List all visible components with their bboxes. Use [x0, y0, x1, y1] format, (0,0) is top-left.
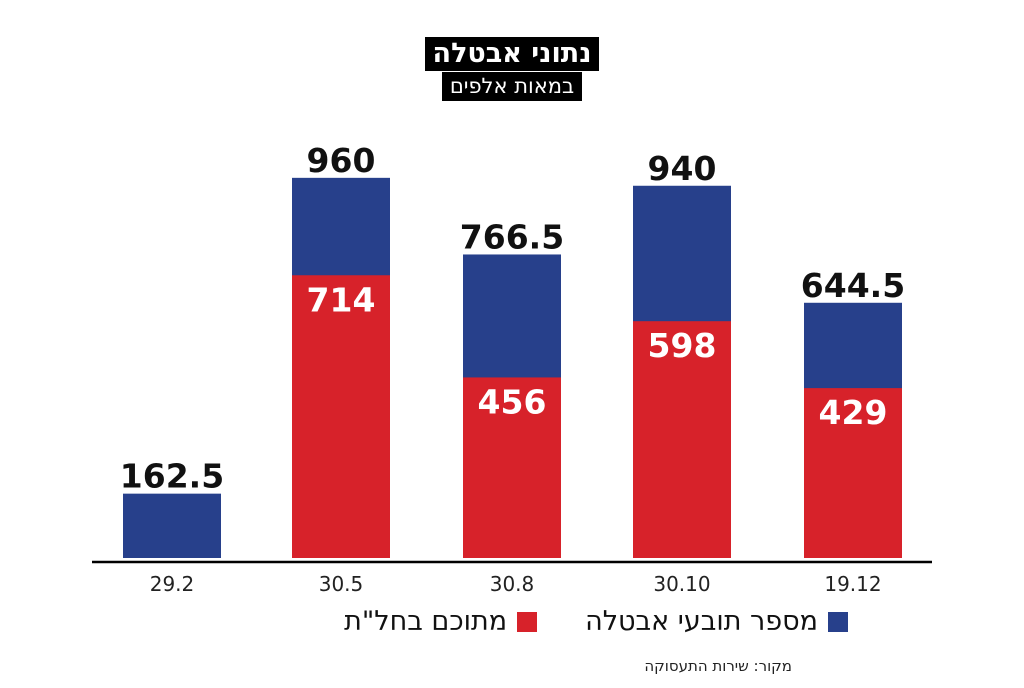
legend: מספר תובעי אבטלה מתוכם בחל"ת	[308, 606, 848, 637]
total-label-19.12: 644.5	[801, 266, 905, 305]
x-tick-label-30.8: 30.8	[490, 572, 535, 596]
legend-item-claimants: מספר תובעי אבטלה	[585, 606, 848, 637]
legend-item-furlough: מתוכם בחל"ת	[344, 606, 538, 637]
inner-label-19.12: 429	[819, 393, 888, 432]
total-label-30.5: 960	[307, 141, 376, 180]
total-label-29.2: 162.5	[120, 457, 224, 496]
legend-label-claimants: מספר תובעי אבטלה	[585, 606, 818, 637]
legend-label-furlough: מתוכם בחל"ת	[344, 606, 508, 637]
x-tick-label-29.2: 29.2	[150, 572, 195, 596]
inner-label-30.10: 598	[648, 326, 717, 365]
legend-swatch-red	[517, 611, 538, 632]
x-tick-label-30.10: 30.10	[653, 572, 710, 596]
inner-label-30.5: 714	[307, 280, 376, 319]
legend-swatch-blue	[828, 611, 848, 632]
chart-title: נתוני אבטלה	[424, 37, 600, 71]
x-tick-label-30.5: 30.5	[319, 572, 364, 596]
bar-furlough-30.10	[633, 321, 731, 558]
bar-furlough-30.8	[463, 377, 561, 558]
bar-furlough-30.5	[292, 275, 390, 558]
inner-label-30.8: 456	[478, 382, 547, 421]
x-tick-label-19.12: 19.12	[824, 572, 881, 596]
source-note: מקור: שירות התעסוקה	[644, 657, 792, 675]
bar-furlough-19.12	[804, 388, 902, 558]
chart-subtitle: במאות אלפים	[441, 72, 583, 101]
bar-total-29.2	[123, 493, 221, 558]
total-label-30.8: 766.5	[460, 217, 564, 256]
total-label-30.10: 940	[648, 149, 717, 188]
